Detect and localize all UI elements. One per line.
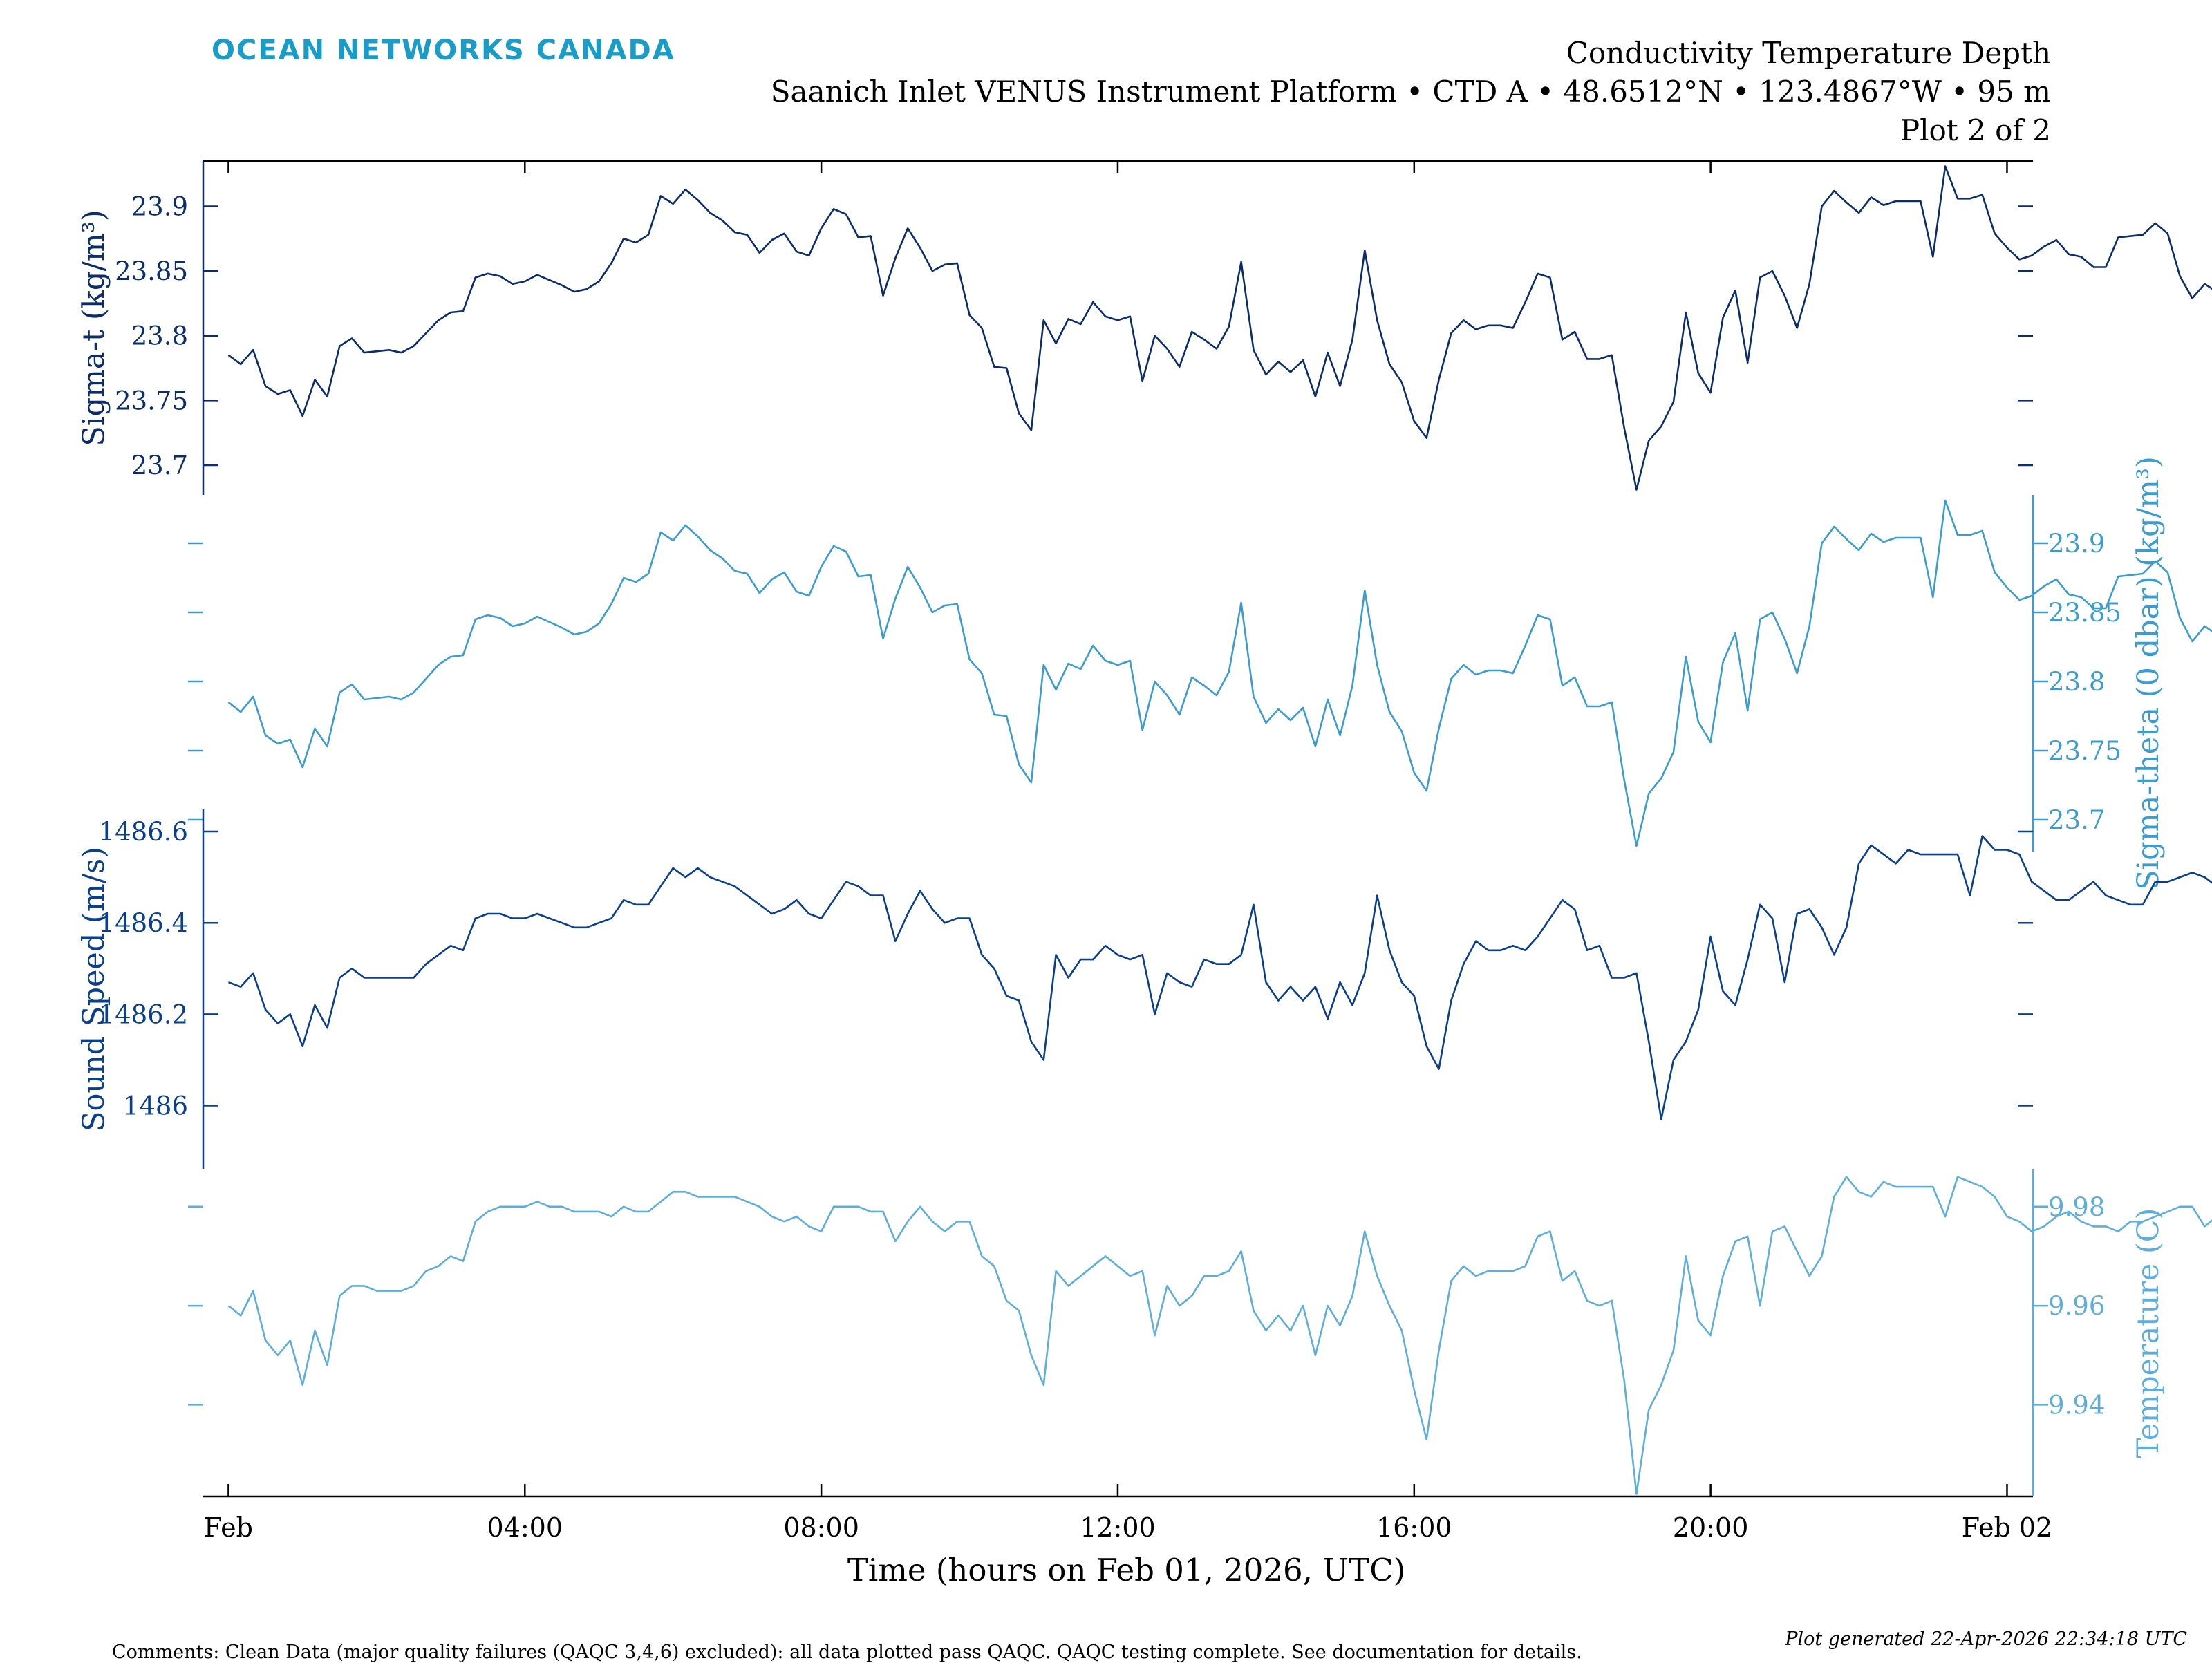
x-tick-label: 04:00 <box>487 1512 563 1543</box>
temperature-axis-title: Temperature (C) <box>2131 1208 2166 1458</box>
x-tick-label: 12:00 <box>1080 1512 1156 1543</box>
sigma-t-tick-label: 23.7 <box>131 451 188 480</box>
sound-speed-tick-label: 1486.2 <box>99 999 188 1029</box>
sigma-theta-0-dbar-tick-label: 23.7 <box>2048 805 2105 835</box>
sigma-theta-0-dbar-tick-label: 23.8 <box>2048 667 2105 697</box>
x-tick-label: Feb 02 <box>1962 1512 2053 1543</box>
generated-timestamp: Plot generated 22-Apr-2026 22:34:18 UTC <box>1785 1628 2187 1650</box>
x-tick-label: Feb <box>204 1512 253 1543</box>
sound-speed-tick-label: 1486 <box>123 1091 188 1120</box>
sigma-t-tick-label: 23.8 <box>131 321 188 351</box>
sigma-theta-0-dbar-series-line <box>229 500 2212 846</box>
sound-speed-tick-label: 1486.6 <box>99 817 188 847</box>
sound-speed-axis-title: Sound Speed (m/s) <box>77 847 111 1131</box>
temperature-tick-label: 9.94 <box>2048 1390 2105 1420</box>
x-axis-title: Time (hours on Feb 01, 2026, UTC) <box>847 1552 1405 1588</box>
sigma-theta-0-dbar-axis-title: Sigma-theta (0 dbar) (kg/m³) <box>2131 456 2166 890</box>
sigma-t-tick-label: 23.9 <box>131 192 188 222</box>
x-tick-label: 20:00 <box>1673 1512 1749 1543</box>
comments-note: Comments: Clean Data (major quality fail… <box>112 1642 1582 1663</box>
sigma-t-axis-title: Sigma-t (kg/m³) <box>77 209 111 446</box>
temperature-tick-label: 9.96 <box>2048 1291 2105 1321</box>
sigma-t-tick-label: 23.85 <box>115 256 188 286</box>
sigma-t-series-line <box>229 167 2212 490</box>
x-tick-label: 16:00 <box>1376 1512 1452 1543</box>
x-tick-label: 08:00 <box>783 1512 859 1543</box>
sound-speed-series-line <box>229 836 2212 1120</box>
sigma-theta-0-dbar-tick-label: 23.75 <box>2048 736 2121 766</box>
sound-speed-tick-label: 1486.4 <box>99 908 188 938</box>
sigma-t-tick-label: 23.75 <box>115 386 188 415</box>
sigma-theta-0-dbar-tick-label: 23.85 <box>2048 598 2121 628</box>
sigma-theta-0-dbar-tick-label: 23.9 <box>2048 529 2105 558</box>
temperature-series-line <box>229 1177 2212 1494</box>
